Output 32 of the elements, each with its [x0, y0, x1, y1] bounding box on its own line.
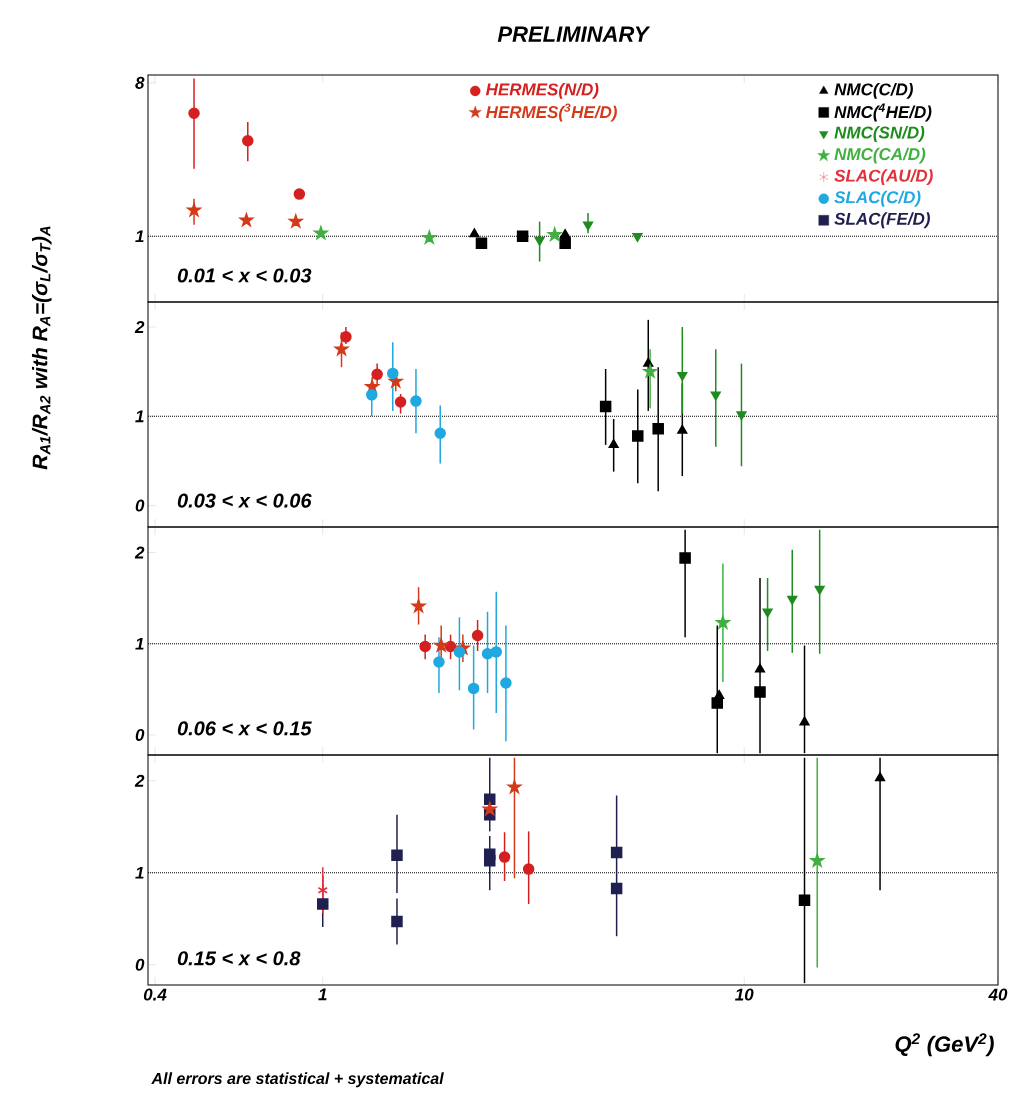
annotation: 0.03 < x < 0.06 — [177, 493, 312, 508]
y-tick-label: 2 — [134, 546, 145, 559]
y-tick-label: 2 — [134, 774, 145, 787]
y-tick-label: 8 — [135, 76, 145, 89]
y-tick-label: 2 — [134, 321, 145, 333]
y-tick-label: 1 — [135, 637, 144, 650]
annotation: 0.06 < x < 0.15 — [177, 721, 312, 736]
y-tick-label: 1 — [135, 866, 144, 879]
legend-label: NMC($^{4}$HE/D) — [834, 103, 932, 122]
text: R$_{A1}$/R$_{A2}$ with R$_{A}$=(σ$_{L}$/σ$_{T}$)$_{A}$ — [31, 226, 52, 470]
x-tick-label: 1 — [318, 988, 327, 1001]
annotation: 0.15 < x < 0.8 — [177, 951, 301, 966]
x-axis-title: Q$^{2}$ (GeV$^{2}$) — [895, 1033, 994, 1057]
y-tick-label: 0 — [135, 958, 145, 971]
legend-label: SLAC(C/D) — [834, 190, 921, 207]
y-tick-label: 0 — [135, 728, 145, 741]
x-tick-label: 40 — [988, 988, 1008, 1001]
y-tick-label: 0 — [135, 499, 145, 512]
legend-label: SLAC(FE/D) — [834, 212, 930, 229]
legend-label: NMC(CA/D) — [834, 147, 926, 164]
text: All errors are statistical + systematical — [151, 1072, 444, 1088]
y-tick-label: 1 — [135, 230, 144, 243]
chart-title: PRELIMINARY — [497, 26, 651, 42]
legend-label: SLAC(AU/D) — [834, 169, 933, 186]
x-tick-label: 0.4 — [143, 988, 167, 1001]
legend-label: NMC(SN/D) — [834, 126, 925, 142]
annotation: 0.01 < x < 0.03 — [177, 268, 312, 283]
x-tick-label: 10 — [735, 988, 754, 1001]
y-tick-label: 1 — [135, 410, 144, 423]
legend-label: NMC(C/D) — [834, 82, 913, 99]
legend-label: HERMES(N/D) — [485, 82, 599, 99]
legend-label: HERMES($^{3}$HE/D) — [485, 103, 617, 122]
